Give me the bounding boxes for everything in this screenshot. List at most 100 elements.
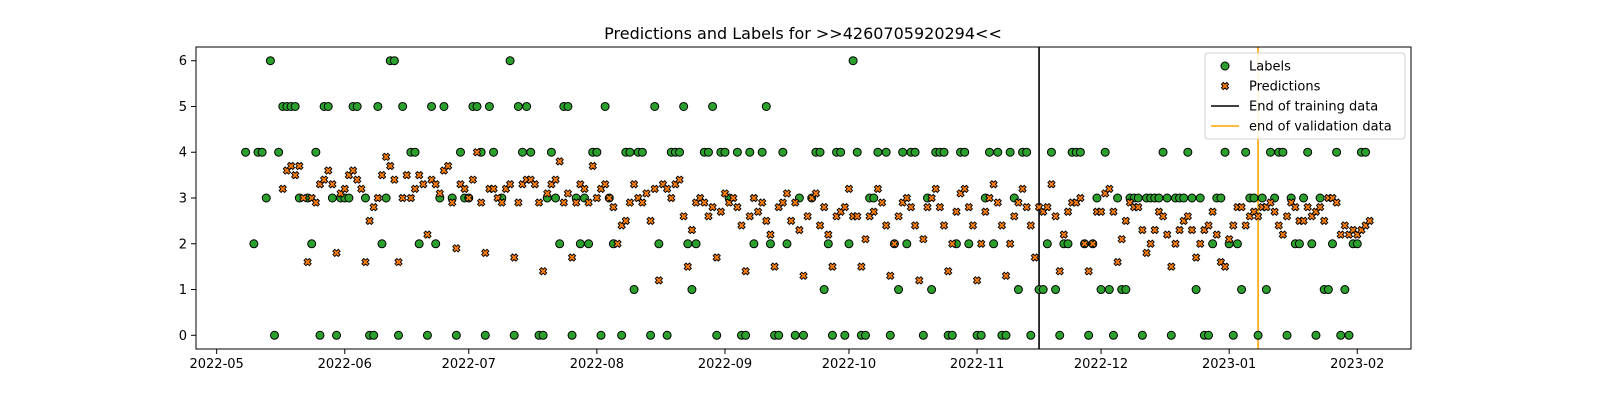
label-point <box>1323 285 1333 295</box>
label-point <box>1179 193 1189 203</box>
label-point <box>852 147 862 157</box>
label-point <box>1005 147 1015 157</box>
label-point <box>741 330 751 340</box>
legend-label: Labels <box>1249 60 1291 75</box>
prediction-point <box>497 198 507 207</box>
label-point <box>757 147 767 157</box>
x-tick-label: 2022-07 <box>442 357 496 372</box>
label-point <box>898 147 908 157</box>
prediction-point <box>410 184 420 194</box>
label-point <box>373 101 383 111</box>
label-point <box>517 147 527 157</box>
prediction-point <box>654 276 664 285</box>
prediction-point <box>708 202 717 212</box>
prediction-point <box>1063 207 1073 216</box>
prediction-point <box>886 271 895 281</box>
prediction-point <box>394 257 403 267</box>
label-point <box>1204 330 1213 340</box>
prediction-point <box>1241 221 1250 230</box>
label-point <box>691 239 701 249</box>
prediction-point <box>964 202 974 212</box>
label-point <box>1183 147 1193 157</box>
prediction-point <box>1117 234 1126 244</box>
prediction-point <box>976 239 986 248</box>
label-point <box>422 330 432 340</box>
prediction-point <box>443 161 453 171</box>
label-point <box>555 239 565 249</box>
label-point <box>823 239 833 249</box>
label-point <box>1133 193 1143 203</box>
prediction-point <box>406 193 416 203</box>
prediction-point <box>1043 202 1052 212</box>
prediction-point <box>902 193 912 203</box>
y-tick-label: 6 <box>179 54 187 69</box>
prediction-point <box>476 198 486 207</box>
prediction-point <box>600 180 610 189</box>
label-point <box>1191 285 1201 295</box>
prediction-point <box>1282 212 1292 221</box>
label-point <box>1315 193 1325 203</box>
label-point <box>1113 193 1123 203</box>
label-point <box>394 330 403 340</box>
prediction-point <box>311 198 321 207</box>
legend-label: end of validation data <box>1249 120 1392 135</box>
prediction-point <box>815 221 825 230</box>
prediction-point <box>1134 202 1143 212</box>
label-point <box>765 239 775 249</box>
label-point <box>315 330 325 340</box>
prediction-point <box>1030 253 1040 262</box>
label-point <box>261 193 271 203</box>
prediction-point <box>290 170 300 180</box>
label-point <box>964 239 974 249</box>
prediction-point <box>1121 216 1131 226</box>
label-point <box>1022 147 1032 157</box>
prediction-point <box>1150 225 1160 235</box>
label-point <box>455 147 465 157</box>
label-point <box>249 239 259 249</box>
prediction-point <box>1010 212 1019 221</box>
prediction-point <box>1105 184 1114 194</box>
label-point <box>1352 239 1362 249</box>
prediction-point <box>1336 230 1345 239</box>
label-point <box>778 147 788 157</box>
label-point <box>1084 330 1094 340</box>
label-point <box>567 330 577 340</box>
prediction-point <box>877 198 887 207</box>
label-point <box>484 101 494 111</box>
label-point <box>815 147 825 157</box>
label-point <box>274 147 284 157</box>
prediction-point <box>295 161 304 171</box>
label-point <box>827 330 837 340</box>
prediction-point <box>919 234 928 244</box>
label-point <box>509 330 519 340</box>
prediction-point <box>968 221 978 230</box>
label-point <box>646 330 656 340</box>
prediction-point <box>948 239 957 248</box>
label-point <box>687 285 697 295</box>
label-point <box>389 56 399 66</box>
prediction-point <box>1146 239 1155 248</box>
label-point <box>265 56 275 66</box>
prediction-point <box>1167 262 1176 271</box>
prediction-point <box>704 212 713 221</box>
y-tick-label: 0 <box>179 329 187 344</box>
prediction-point <box>650 184 659 194</box>
label-point <box>1361 147 1371 157</box>
label-point <box>799 330 808 340</box>
axes-layer: 0 1 2 3 4 5 6 2022-05 2022-06 2022-07 2022-08 2022-… <box>179 46 1412 372</box>
prediction-point <box>1175 225 1184 235</box>
prediction-point <box>762 216 771 226</box>
label-point <box>344 193 354 203</box>
prediction-point <box>720 189 730 198</box>
prediction-point <box>419 180 428 189</box>
legend-label: Predictions <box>1249 80 1321 95</box>
label-point <box>327 193 337 203</box>
prediction-point <box>1142 248 1151 258</box>
prediction-point <box>352 175 362 184</box>
prediction-point <box>1204 221 1213 230</box>
prediction-point <box>943 266 953 276</box>
x-tick-label: 2022-05 <box>189 357 243 372</box>
y-tick-label: 4 <box>179 146 187 161</box>
prediction-point <box>431 180 440 189</box>
prediction-point <box>398 193 407 203</box>
